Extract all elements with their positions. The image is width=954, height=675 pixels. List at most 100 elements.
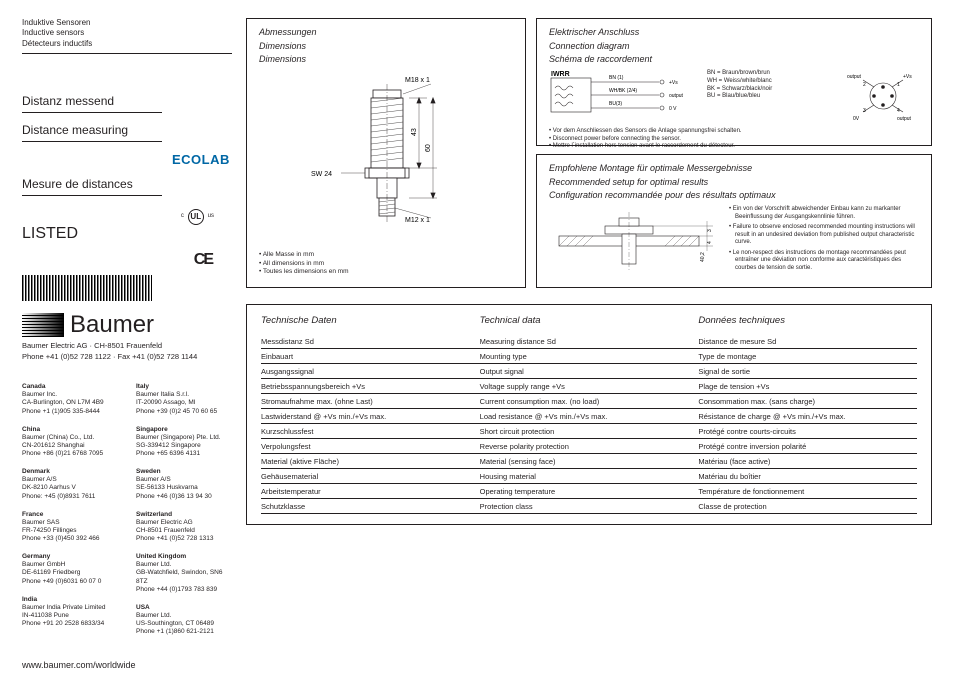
mount-title-en: Recommended setup for optimal results [549, 177, 919, 189]
tech-data-panel: Technische Daten Technical data Données … [246, 304, 932, 525]
conn-notes: Vor dem Anschliessen des Sensors die Anl… [549, 128, 919, 151]
legend-bk: BK = Schwarz/black/noir [707, 86, 772, 94]
pin-4: output [897, 116, 912, 122]
title-en: Distance measuring [22, 123, 232, 137]
office-block: DenmarkBaumer A/SDK-8210 Aarhus VPhone: … [22, 468, 118, 501]
wire-bu-sig: 0 V [669, 106, 677, 112]
mount-title-fr: Configuration recommandée pour des résul… [549, 190, 919, 202]
tech-cell: Lastwiderstand @ +Vs min./+Vs max. [261, 409, 480, 424]
tech-cell: Schutzklasse [261, 499, 480, 514]
office-line: Phone +1 (1)905 335-8444 [22, 408, 118, 416]
office-line: Phone: +45 (0)8931 7611 [22, 493, 118, 501]
office-line: Baumer India Private Limited [22, 604, 118, 612]
office-country: USA [136, 604, 232, 612]
office-country: Italy [136, 383, 232, 391]
office-line: GB-Watchfield, Swindon, SN6 8TZ [136, 569, 232, 585]
dim-notes: • Alle Masse in mm • All dimensions in m… [259, 251, 513, 276]
office-block: United KingdomBaumer Ltd.GB-Watchfield, … [136, 553, 232, 594]
tech-cell: Output signal [480, 364, 699, 379]
mount-note-de: Ein von der Vorschrift abweichender Einb… [729, 206, 919, 221]
legend-wh: WH = Weiss/white/blanc [707, 78, 772, 86]
dim-title-en: Dimensions [259, 41, 513, 53]
tech-cell: Current consumption max. (no load) [480, 394, 699, 409]
wire-bn-sig: +Vs [669, 80, 678, 86]
tech-cell: Verpolungsfest [261, 439, 480, 454]
office-line: US-Southington, CT 06489 [136, 620, 232, 628]
header-de: Induktive Sensoren [22, 18, 232, 28]
office-country: Canada [22, 383, 118, 391]
tech-cell: Operating temperature [480, 484, 699, 499]
tech-row: Lastwiderstand @ +Vs min./+Vs max.Load r… [261, 409, 917, 424]
office-line: Baumer Ltd. [136, 612, 232, 620]
conn-title-fr: Schéma de raccordement [549, 54, 919, 66]
conn-note-de: Vor dem Anschliessen des Sensors die Anl… [549, 128, 919, 136]
title-de: Distanz messend [22, 94, 232, 108]
office-line: Phone +91 20 2528 6833/34 [22, 620, 118, 628]
mount-dim-a: 4 [707, 241, 713, 244]
conn-title-en: Connection diagram [549, 41, 919, 53]
tech-cell: Messdistanz Sd [261, 334, 480, 349]
office-block: SwedenBaumer A/SSE-56133 HuskvarnaPhone … [136, 468, 232, 501]
tech-cell: Kurzschlussfest [261, 424, 480, 439]
offices-col-left: CanadaBaumer Inc.CA-Burlington, ON L7M 4… [22, 383, 118, 646]
office-line: CH-8501 Frauenfeld [136, 527, 232, 535]
office-line: Baumer SAS [22, 519, 118, 527]
tech-row: AusgangssignalOutput signalSignal de sor… [261, 364, 917, 379]
tech-cell: Classe de protection [698, 499, 917, 514]
office-block: FranceBaumer SASFR-74250 FillingesPhone … [22, 511, 118, 544]
connector-pinout: +Vs 1 output 2 0V 3 output 4 [847, 70, 919, 122]
tech-cell: Type de montage [698, 349, 917, 364]
pin-2n: 2 [863, 82, 866, 88]
mount-note-en: Failure to observe enclosed recommended … [729, 224, 919, 247]
tech-cell: Material (aktive Fläche) [261, 454, 480, 469]
office-line: Baumer Italia S.r.l. [136, 391, 232, 399]
tech-table: Messdistanz SdMeasuring distance SdDista… [261, 334, 917, 514]
office-country: Switzerland [136, 511, 232, 519]
office-line: SE-56133 Huskvarna [136, 484, 232, 492]
legend-bn: BN = Braun/brown/brun [707, 70, 772, 78]
office-country: France [22, 511, 118, 519]
office-country: United Kingdom [136, 553, 232, 561]
dim-note-en: • All dimensions in mm [259, 260, 513, 268]
tech-row: Stromaufnahme max. (ohne Last)Current co… [261, 394, 917, 409]
mount-title-de: Empfohlene Montage für optimale Messerge… [549, 163, 919, 175]
tech-row: EinbauartMounting typeType de montage [261, 349, 917, 364]
tech-row: Messdistanz SdMeasuring distance SdDista… [261, 334, 917, 349]
sensor-drawing: M18 x 1 M12 x 1 SW 24 43 60 [301, 70, 471, 245]
tech-cell: Signal de sortie [698, 364, 917, 379]
office-line: CA-Burlington, ON L7M 4B9 [22, 399, 118, 407]
office-country: China [22, 426, 118, 434]
mount-note-fr: Le non-respect des instructions de monta… [729, 250, 919, 273]
pin-1n: 1 [897, 82, 900, 88]
mount-dim-c: 3 [707, 229, 713, 232]
tech-row: Material (aktive Fläche)Material (sensin… [261, 454, 917, 469]
company-phone: Phone +41 (0)52 728 1122 · Fax +41 (0)52… [22, 352, 232, 361]
tech-cell: Protection class [480, 499, 699, 514]
office-line: Baumer Electric AG [136, 519, 232, 527]
office-line: Phone +44 (0)1793 783 839 [136, 586, 232, 594]
ul-c: c [181, 213, 184, 219]
office-line: Baumer GmbH [22, 561, 118, 569]
tech-row: VerpolungsfestReverse polarity protectio… [261, 439, 917, 454]
office-line: SG-339412 Singapore [136, 442, 232, 450]
office-line: FR-74250 Fillinges [22, 527, 118, 535]
logo-row: Baumer [22, 311, 232, 339]
pin-4n: 4 [897, 108, 900, 114]
tech-titles: Technische Daten Technical data Données … [261, 315, 917, 326]
tech-cell: Protégé contre courts-circuits [698, 424, 917, 439]
office-country: Denmark [22, 468, 118, 476]
ul-mark: UL [188, 209, 204, 225]
tech-cell: Protégé contre inversion polarité [698, 439, 917, 454]
thread-top-label: M18 x 1 [405, 77, 430, 84]
office-line: CN-201612 Shanghai [22, 442, 118, 450]
office-block: SwitzerlandBaumer Electric AGCH-8501 Fra… [136, 511, 232, 544]
tech-cell: Plage de tension +Vs [698, 379, 917, 394]
office-line: Baumer A/S [136, 476, 232, 484]
dim-note-fr: • Toutes les dimensions en mm [259, 268, 513, 276]
office-line: Phone +65 6396 4131 [136, 450, 232, 458]
tech-row: KurzschlussfestShort circuit protectionP… [261, 424, 917, 439]
legend-bu: BU = Blau/blue/bleu [707, 93, 772, 101]
cert-row: c UL us [22, 206, 232, 225]
office-country: Sweden [136, 468, 232, 476]
office-block: SingaporeBaumer (Singapore) Pte. Ltd.SG-… [136, 426, 232, 459]
